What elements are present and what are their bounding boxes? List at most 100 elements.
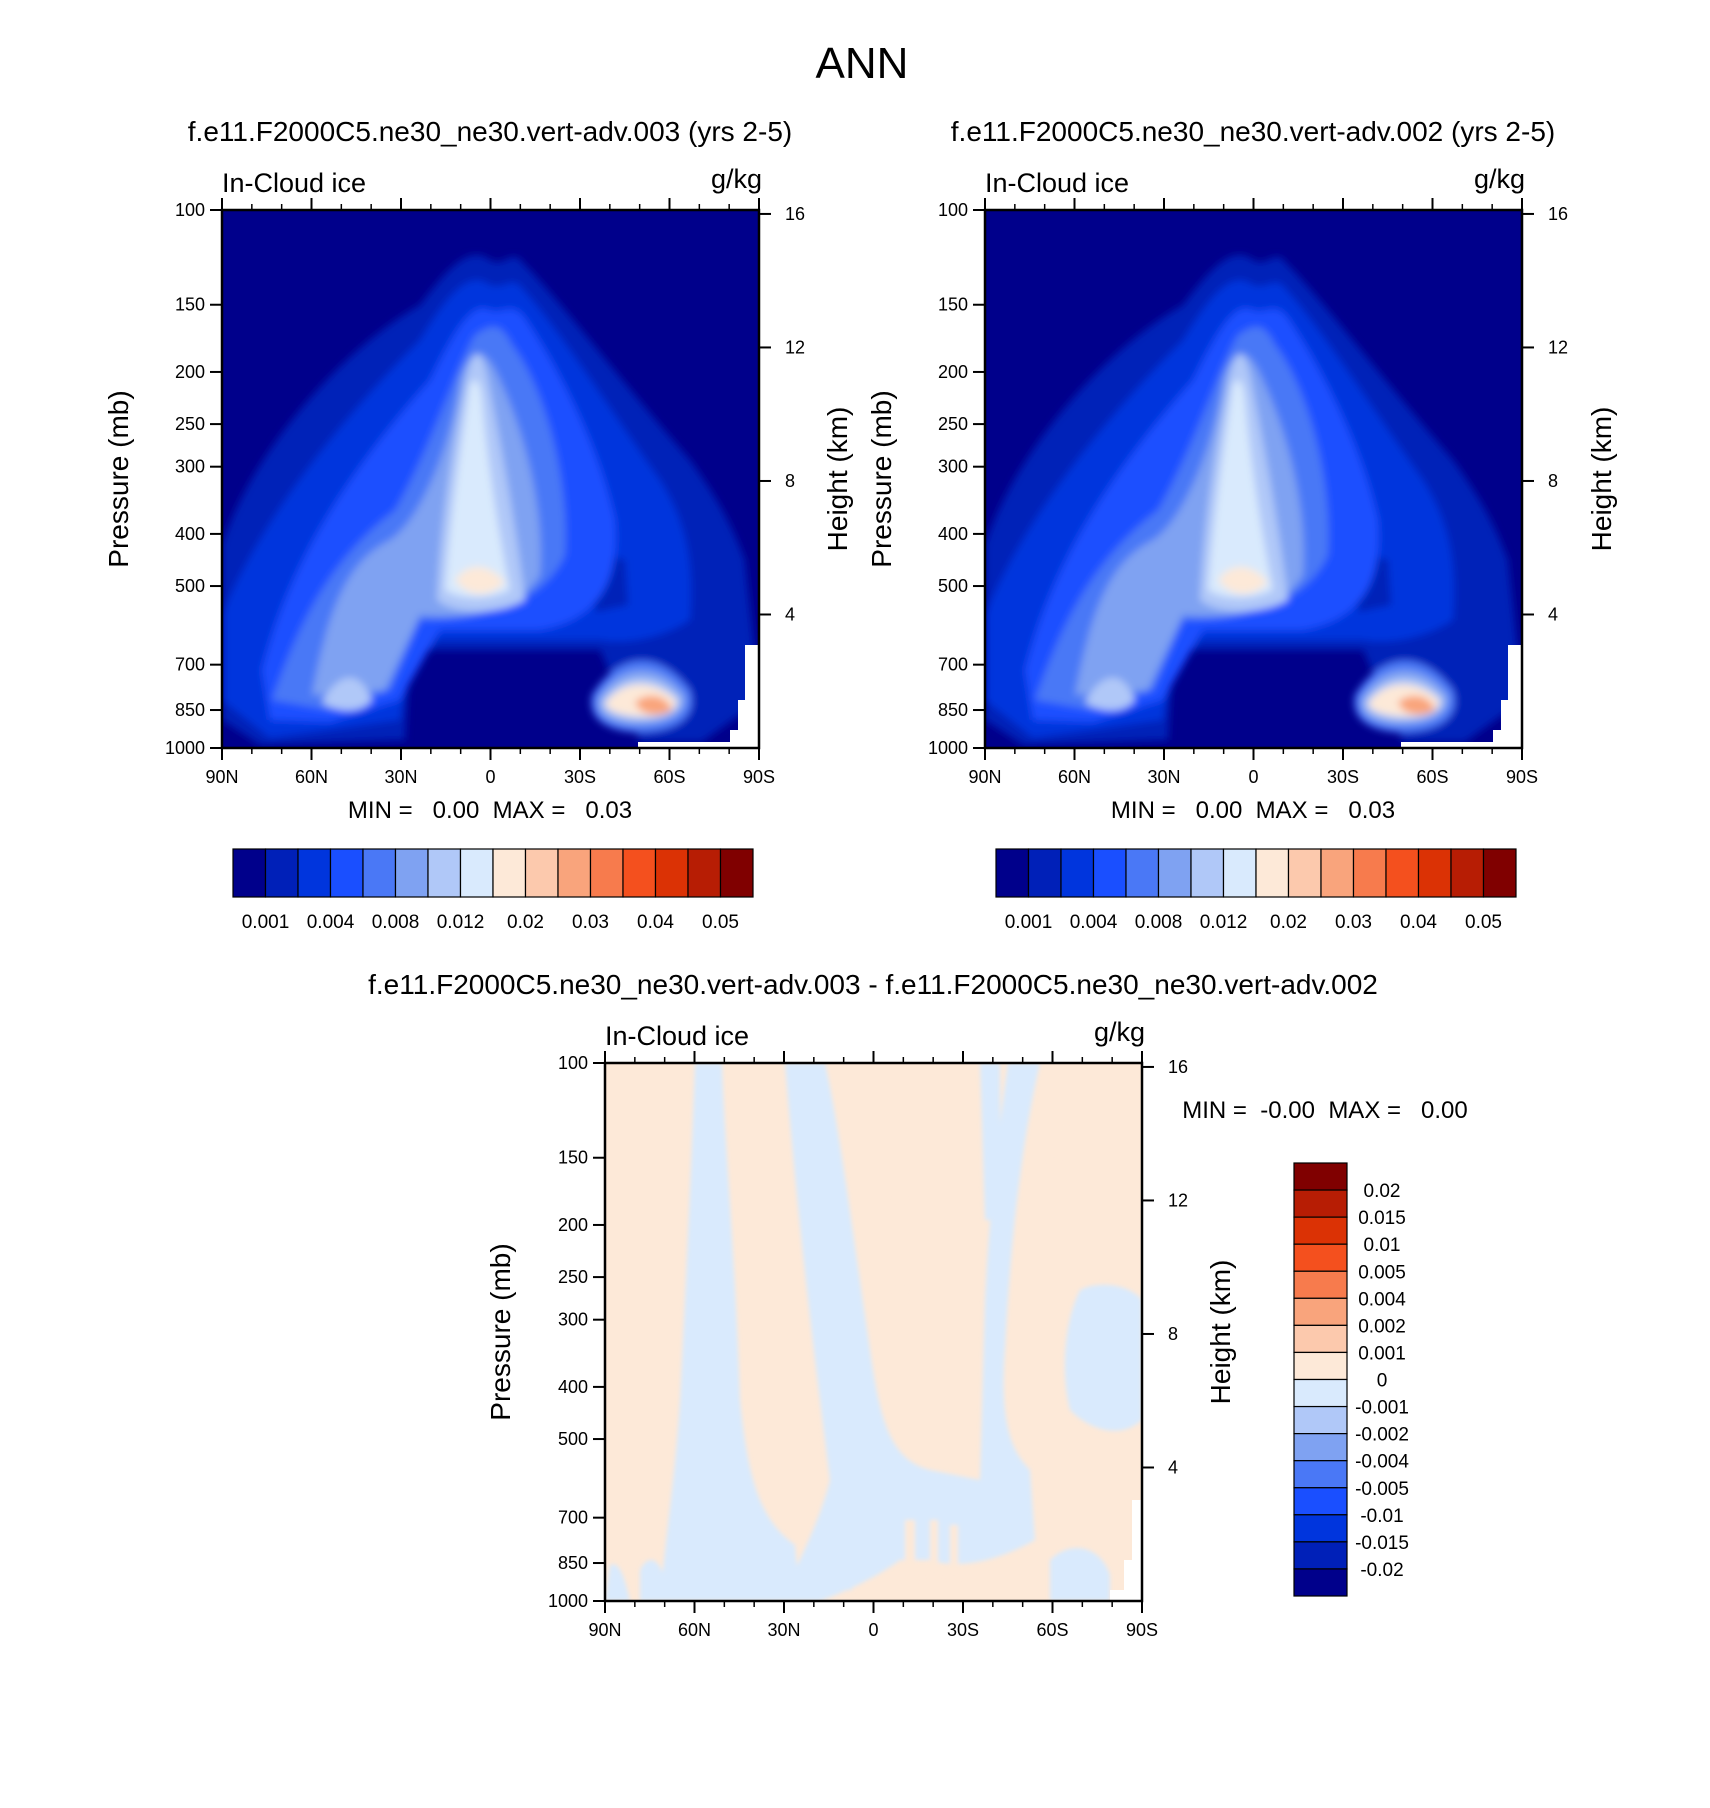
panel-1-colorbar-box (264, 848, 299, 898)
panel-1-colorbar-box (654, 848, 689, 898)
panel-2-colorbar-label: 0.04 (1400, 912, 1437, 933)
panel-1-xtick-label: 30S (564, 767, 596, 787)
panel-diff-height-tick-label: 12 (1168, 1190, 1188, 1210)
panel-2-colorbar-label: 0.001 (1005, 912, 1053, 933)
panel-2-variable-label: In-Cloud ice (985, 168, 1129, 198)
panel-diff-colorbar-box (1293, 1433, 1348, 1462)
panel-1-colorbar-box (459, 848, 494, 898)
panel-2-colorbar-box (1060, 848, 1095, 898)
panel-1-colorbar-box (232, 848, 267, 898)
panel-diff-colorbar-label: -0.001 (1355, 1398, 1409, 1419)
panel-2-xtick-label: 90N (968, 767, 1001, 787)
panel-diff-xtick-label: 30N (767, 1620, 800, 1640)
panel-1-colorbar-label: 0.02 (507, 912, 544, 933)
panel-2-colorbar-label: 0.004 (1070, 912, 1118, 933)
panel-2-colorbar-box (1287, 848, 1322, 898)
panel-1-ylabel-right: Height (km) (822, 407, 853, 552)
panel-diff-colorbar-box (1293, 1487, 1348, 1516)
panel-1-units-label: g/kg (711, 164, 762, 194)
panel-2-colorbar-box (1417, 848, 1452, 898)
panel-2-colorbar-box (1125, 848, 1160, 898)
panel-1-colorbar-label: 0.004 (307, 912, 355, 933)
panel-1-ytick-label: 150 (175, 295, 205, 315)
panel-2-colorbar-label: 0.008 (1135, 912, 1183, 933)
panel-2-colorbar-box (1482, 848, 1517, 898)
panel-2-minmax: MIN = 0.00 MAX = 0.03 (1111, 797, 1395, 824)
colorbar-layer: 0.001 0.004 0.008 0.012 0.02 0.03 0.04 0.05 0.00… (232, 848, 1517, 1597)
panel-diff-colorbar-box (1293, 1378, 1348, 1408)
panel-1-colorbar-box (297, 848, 332, 898)
panel-1-colorbar-box (687, 848, 722, 898)
panel-2-field (985, 210, 1522, 748)
panel-2-ytick-label: 500 (938, 576, 968, 596)
panel-2-colorbar-box (1352, 848, 1387, 898)
panel-diff-ytick-label: 400 (558, 1377, 588, 1397)
panel-diff-colorbar: 0.02 0.015 0.01 0.005 0.004 0.002 0.001 0 -0.001… (1293, 1162, 1409, 1597)
figure-title: ANN (816, 39, 909, 88)
panel-diff-colorbar-label: -0.005 (1355, 1479, 1409, 1500)
panel-1-colorbar-box (427, 848, 462, 898)
panel-2-xtick-label: 90S (1506, 767, 1538, 787)
diff-panel-field (605, 1063, 1142, 1601)
panel-1-colorbar-box (394, 848, 429, 898)
panel-2-ytick-label: 100 (938, 200, 968, 220)
panel-1-ytick-label: 250 (175, 414, 205, 434)
panel-diff-colorbar-label: -0.002 (1355, 1425, 1409, 1446)
panel-2-ytick-label: 150 (938, 295, 968, 315)
panel-diff-colorbar-box (1293, 1514, 1348, 1543)
panel-2-ytick-label: 1000 (928, 738, 968, 758)
panel-1-colorbar-label: 0.001 (242, 912, 290, 933)
panel-diff-colorbar-label: -0.004 (1355, 1452, 1409, 1473)
panel-2-colorbar-box (1320, 848, 1355, 898)
panel-diff-colorbar-label: 0.02 (1364, 1181, 1401, 1202)
panel-2-height-tick-label: 8 (1548, 471, 1558, 491)
panel-diff-ytick-label: 150 (558, 1148, 588, 1168)
panel-1-xtick-label: 0 (485, 767, 495, 787)
panel-1-ytick-label: 1000 (165, 738, 205, 758)
panel-diff-ytick-label: 500 (558, 1429, 588, 1449)
panel-diff-xtick-label: 30S (947, 1620, 979, 1640)
diff-panel-ylabel: Pressure (mb) (485, 1243, 516, 1420)
panel-2-colorbar-box (1450, 848, 1485, 898)
panel-diff-colorbar-box (1293, 1351, 1348, 1381)
panel-1-xtick-label: 90S (743, 767, 775, 787)
diff-panel-ylabel-right: Height (km) (1205, 1260, 1236, 1405)
panel-diff-height-tick-label: 16 (1168, 1057, 1188, 1077)
panel-1-ytick-label: 500 (175, 576, 205, 596)
panel-1-colorbar-box (329, 848, 364, 898)
panel-diff-colorbar-box (1293, 1405, 1348, 1435)
panel-diff-colorbar-label: 0.015 (1358, 1208, 1406, 1229)
panel-diff-colorbar-box (1293, 1541, 1348, 1570)
panel-1-height-tick-label: 16 (785, 204, 805, 224)
panel-diff-colorbar-label: 0.01 (1364, 1235, 1401, 1256)
panel-2-xtick-label: 30S (1327, 767, 1359, 787)
panel-1-field (222, 210, 759, 748)
panel-1-xtick-label: 60N (295, 767, 328, 787)
panel-diff-ytick-label: 250 (558, 1267, 588, 1287)
panel-1-colorbar-label: 0.03 (572, 912, 609, 933)
panel-1-colorbar-box (622, 848, 657, 898)
panel-1-ytick-label: 300 (175, 457, 205, 477)
panel-1-ytick-label: 850 (175, 700, 205, 720)
diff-panel-units-label: g/kg (1094, 1017, 1145, 1047)
panel-2-ytick-label: 400 (938, 524, 968, 544)
panel-2-colorbar-box (1255, 848, 1290, 898)
panel-diff-colorbar-label: -0.01 (1360, 1506, 1403, 1527)
panel-2-ylabel-right: Height (km) (1586, 407, 1617, 552)
panel-1-xtick-label: 30N (384, 767, 417, 787)
panel-2-colorbar-box (1190, 848, 1225, 898)
panel-1-ytick-label: 200 (175, 362, 205, 382)
panel-2-xtick-label: 60N (1058, 767, 1091, 787)
panel-1-colorbar-box (362, 848, 397, 898)
panel-1-height-tick-label: 8 (785, 471, 795, 491)
panel-diff-colorbar-box (1293, 1243, 1348, 1272)
panel-2-ytick-label: 850 (938, 700, 968, 720)
panel-diff-height-tick-label: 8 (1168, 1324, 1178, 1344)
panel-1-colorbar-box (557, 848, 592, 898)
diff-panel-minmax: MIN = -0.00 MAX = 0.00 (1182, 1097, 1467, 1124)
diff-panel-variable-label: In-Cloud ice (605, 1021, 749, 1051)
panel-2-ytick-label: 200 (938, 362, 968, 382)
